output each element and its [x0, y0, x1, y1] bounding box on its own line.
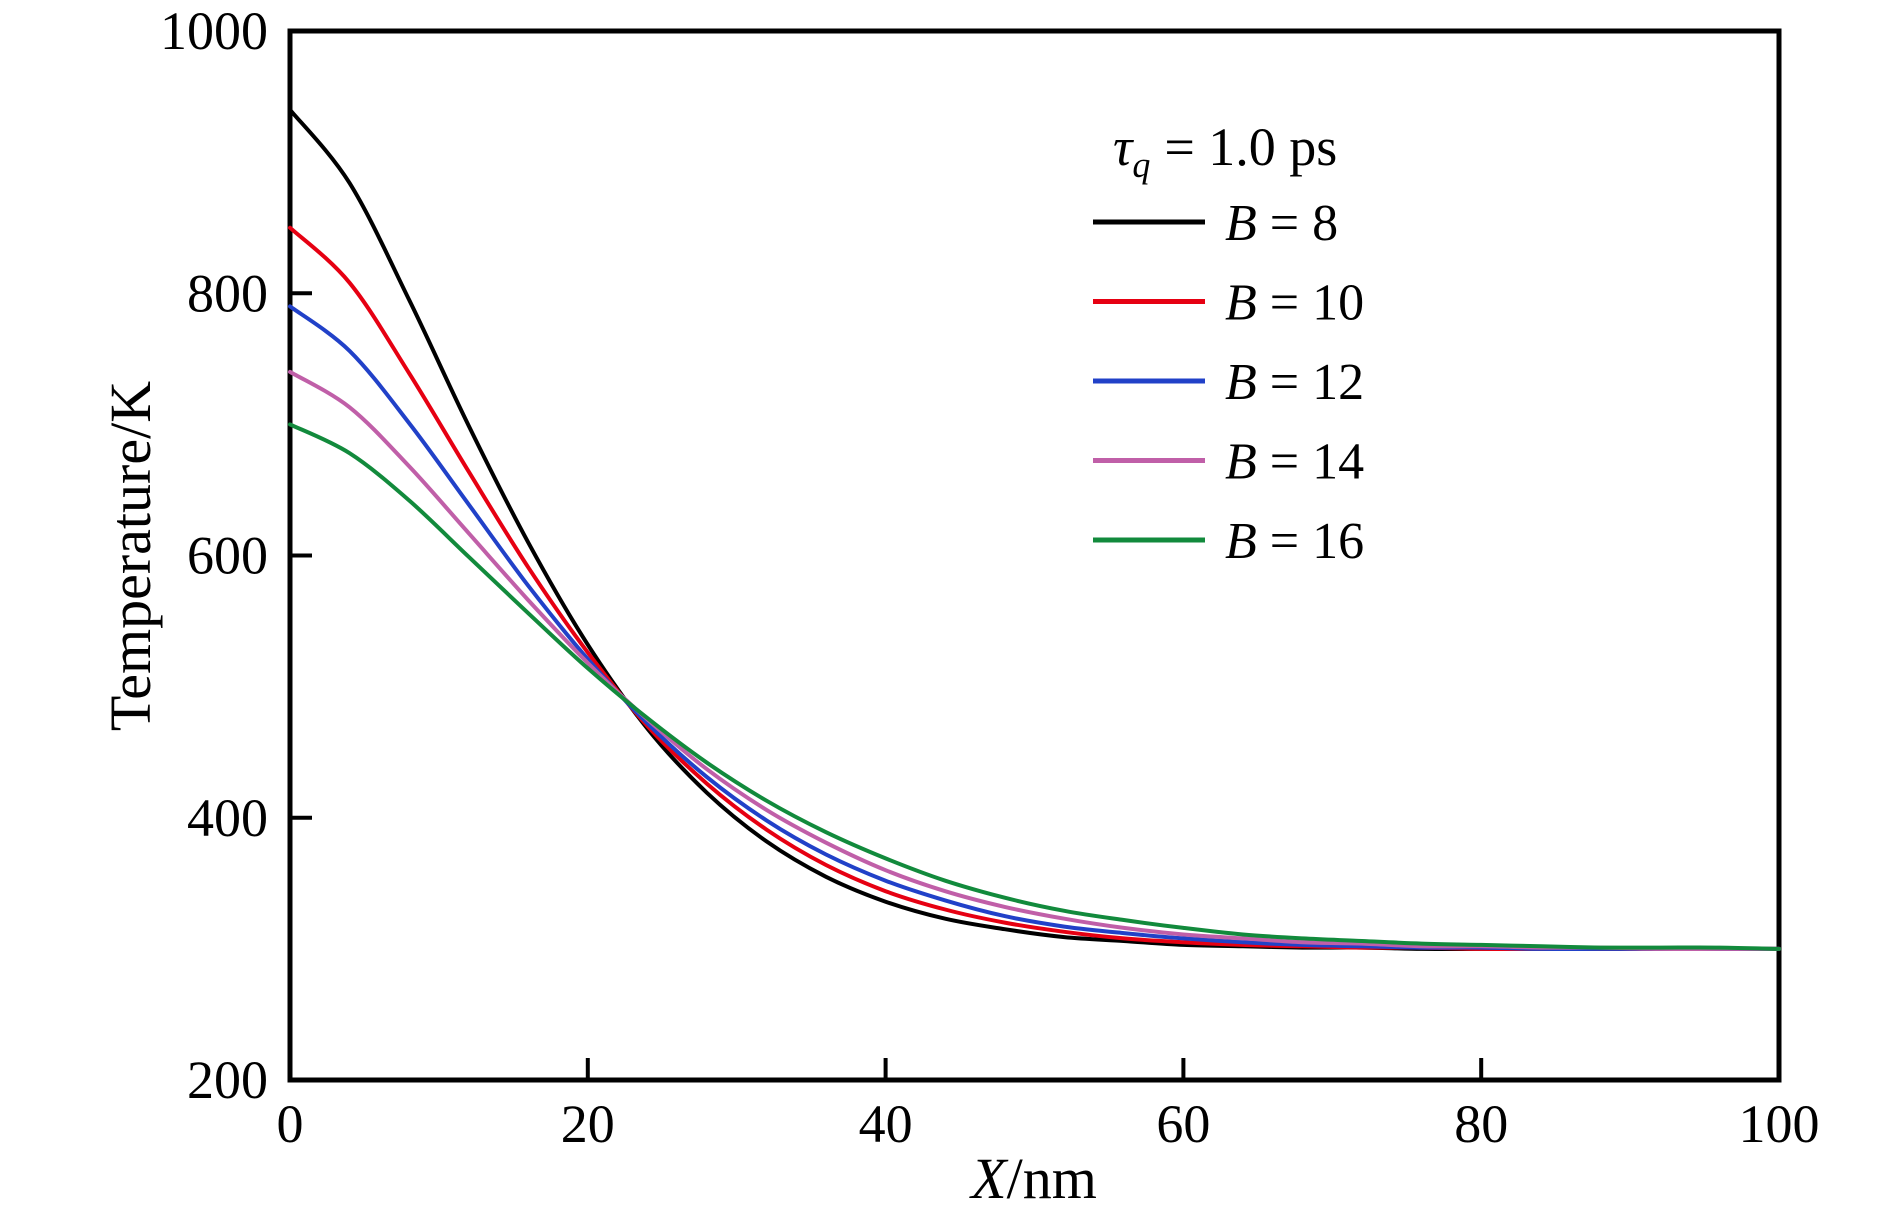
legend-label-variable: B — [1225, 354, 1257, 411]
legend-label-value: = 12 — [1257, 354, 1364, 411]
legend-label-B-16: B = 16 — [1225, 513, 1364, 570]
legend-label-variable: B — [1225, 434, 1257, 491]
y-tick-label: 800 — [187, 263, 268, 323]
x-tick-label: 100 — [1739, 1094, 1820, 1154]
legend-label-value: = 8 — [1257, 195, 1338, 252]
legend-label-variable: B — [1225, 275, 1257, 332]
x-tick-label: 80 — [1454, 1094, 1508, 1154]
x-tick-label: 40 — [859, 1094, 913, 1154]
legend-label-B-12: B = 12 — [1225, 354, 1364, 411]
legend-label-variable: B — [1225, 195, 1257, 252]
curve-B-16 — [288, 422, 1781, 951]
curve-B-8 — [288, 107, 1781, 951]
y-axis-title: Temperature/K — [98, 381, 163, 731]
y-tick-label: 600 — [187, 526, 268, 586]
curve-B-12 — [288, 304, 1781, 951]
legend-title: τq = 1.0 ps — [1113, 117, 1337, 185]
legend-label-B-14: B = 14 — [1225, 434, 1364, 491]
data-curves — [288, 107, 1781, 951]
legend: B = 8B = 10B = 12B = 14B = 16 — [1093, 195, 1364, 570]
legend-label-value: = 10 — [1257, 275, 1364, 332]
legend-title-tau: τ — [1113, 117, 1134, 177]
y-tick-label: 200 — [187, 1050, 268, 1110]
legend-label-value: = 14 — [1257, 434, 1364, 491]
x-tick-label: 60 — [1156, 1094, 1210, 1154]
x-axis-title: X/nm — [969, 1146, 1097, 1211]
curve-B-10 — [288, 225, 1781, 951]
curve-B-14 — [288, 369, 1781, 951]
legend-title-subscript: q — [1132, 145, 1150, 185]
x-tick-label: 20 — [561, 1094, 615, 1154]
legend-title-value: = 1.0 ps — [1164, 117, 1337, 177]
tick-labels: 0 20 40 60 80 100 200 400 600 800 1000 — [160, 1, 1820, 1154]
legend-label-B-8: B = 8 — [1225, 195, 1338, 252]
y-tick-label: 1000 — [160, 1, 268, 61]
y-tick-label: 400 — [187, 788, 268, 848]
legend-label-B-10: B = 10 — [1225, 275, 1364, 332]
x-tick-label: 0 — [277, 1094, 304, 1154]
axis-ticks — [288, 29, 1781, 1082]
x-axis-title-unit: /nm — [1007, 1146, 1097, 1211]
legend-label-value: = 16 — [1257, 513, 1364, 570]
x-axis-title-variable: X — [969, 1146, 1009, 1211]
legend-label-variable: B — [1225, 513, 1257, 570]
